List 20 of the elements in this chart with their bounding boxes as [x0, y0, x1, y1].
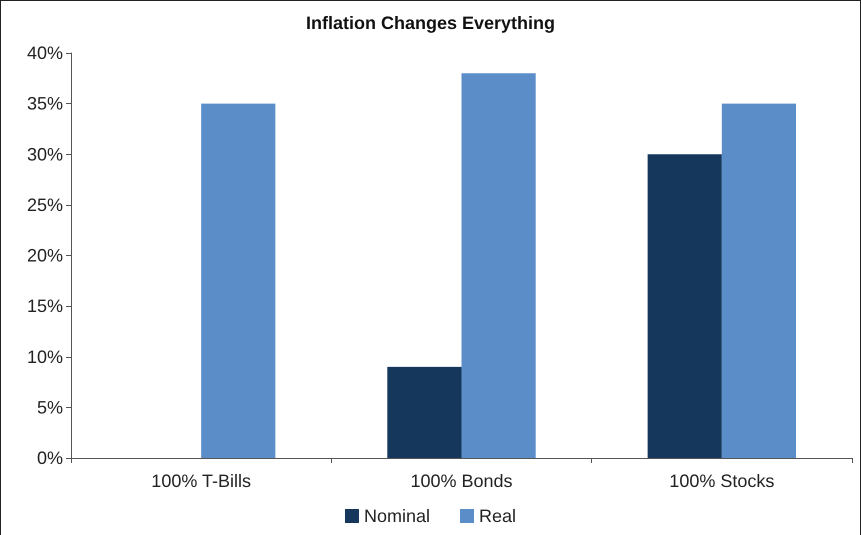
y-tick-label: 25%: [26, 194, 63, 215]
y-tick-label: 40%: [26, 43, 63, 63]
x-tick-label: 100% Stocks: [669, 471, 774, 491]
legend-label: Real: [479, 506, 516, 526]
bar: [387, 366, 462, 458]
chart-title: Inflation Changes Everything: [306, 13, 556, 33]
y-tick-label: 5%: [36, 397, 63, 418]
bar: [722, 104, 796, 458]
x-tick-label: 100% Bonds: [410, 471, 513, 491]
y-tick-label: 15%: [26, 296, 63, 316]
bar: [462, 73, 536, 458]
bar: [648, 154, 722, 458]
y-tick-label: 0%: [36, 448, 63, 468]
legend-label: Nominal: [364, 506, 430, 526]
x-tick-label: 100% T-Bills: [151, 471, 252, 491]
y-tick-label: 35%: [26, 94, 63, 114]
y-tick-label: 20%: [26, 246, 63, 266]
y-tick-label: 30%: [26, 144, 63, 164]
bar: [201, 104, 276, 458]
y-tick-label: 10%: [26, 346, 63, 367]
